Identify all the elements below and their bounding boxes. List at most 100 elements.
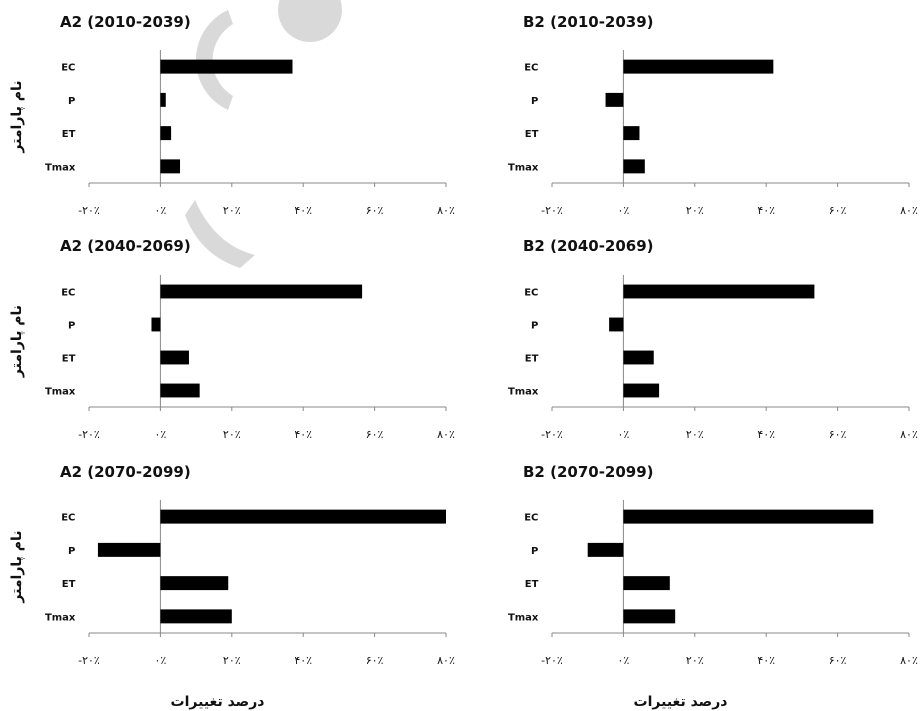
x-tick-label: ۴۰٪ [294,428,312,441]
bar-tmax [160,383,200,398]
category-label-tmax: Tmax [45,612,76,623]
chart-panel-b2-2010-2039: B2 (2010-2039) -۲۰٪ ۰٪ ۲۰٪ ۴۰٪ ۶۰٪ ۸۰٪ EC P ET Tma… [508,13,918,217]
panel-title: B2 (2070-2099) [523,463,654,481]
category-label-et: ET [62,579,76,590]
category-label-tmax: Tmax [508,387,539,398]
category-label-p: P [531,96,538,107]
panel-title: A2 (2070-2099) [60,463,191,481]
category-label-p: P [531,321,538,332]
x-tick-label: ۰٪ [617,654,629,667]
category-label-et: ET [525,354,539,365]
bar-ec [623,509,874,524]
x-tick-label: ۶۰٪ [829,428,847,441]
bar-tmax [160,159,181,174]
bar-ec [160,509,446,524]
panel-title: B2 (2010-2039) [523,13,654,31]
category-label-tmax: Tmax [45,162,76,173]
bar-et [623,126,640,141]
x-tick-label: ۸۰٪ [437,204,455,217]
panels-container: A2 (2010-2039) -۲۰٪ ۰٪ ۲۰٪ ۴۰٪ ۶۰٪ ۸۰٪ EC P ET Tma… [9,13,918,710]
x-tick-label: ۲۰٪ [223,654,241,667]
bar-ec [623,284,815,299]
category-label-tmax: Tmax [508,162,539,173]
category-label-ec: EC [61,513,75,524]
bar-ec [623,59,774,74]
x-tick-label: ۰٪ [617,204,629,217]
bar-et [160,126,172,141]
bar-tmax [623,383,660,398]
chart-panel-a2-2010-2039: A2 (2010-2039) -۲۰٪ ۰٪ ۲۰٪ ۴۰٪ ۶۰٪ ۸۰٪ EC P ET Tma… [9,13,455,217]
chart-panel-b2-2070-2099: B2 (2070-2099) -۲۰٪ ۰٪ ۲۰٪ ۴۰٪ ۶۰٪ ۸۰٪ EC P ET Tma… [508,463,918,710]
x-tick-label: ۲۰٪ [223,428,241,441]
panel-title: B2 (2040-2069) [523,237,654,255]
category-label-et: ET [62,354,76,365]
bar-tmax [160,609,232,624]
bar-p [587,542,624,557]
x-tick-label: ۴۰٪ [757,204,775,217]
bar-et [623,350,654,365]
category-label-ec: EC [524,288,538,299]
x-tick-label: ۸۰٪ [437,654,455,667]
watermark-arc-left [195,10,233,110]
x-tick-label: ۰٪ [154,204,166,217]
x-tick-label: ۴۰٪ [757,428,775,441]
bar-p [151,317,161,332]
bar-p [160,92,166,107]
x-tick-label: ۰٪ [154,428,166,441]
category-label-ec: EC [524,513,538,524]
category-label-p: P [68,546,75,557]
x-tick-label: -۲۰٪ [78,428,100,441]
bar-p [605,92,624,107]
bar-ec [160,284,363,299]
category-label-tmax: Tmax [45,387,76,398]
panel-title: A2 (2010-2039) [60,13,191,31]
bar-et [623,576,670,591]
category-label-ec: EC [61,63,75,74]
x-tick-label: -۲۰٪ [541,654,563,667]
y-axis-title: نام پارامتر [9,530,25,603]
x-tick-label: ۲۰٪ [686,654,704,667]
x-tick-label: ۰٪ [617,428,629,441]
chart-panel-a2-2040-2069: A2 (2040-2069) -۲۰٪ ۰٪ ۲۰٪ ۴۰٪ ۶۰٪ ۸۰٪ EC P ET Tma… [9,237,455,441]
x-axis-title: درصد تغییرات [171,694,265,710]
x-tick-label: -۲۰٪ [541,204,563,217]
x-tick-label: ۴۰٪ [294,654,312,667]
x-tick-label: ۴۰٪ [294,204,312,217]
x-tick-label: ۶۰٪ [829,654,847,667]
chart-panel-b2-2040-2069: B2 (2040-2069) -۲۰٪ ۰٪ ۲۰٪ ۴۰٪ ۶۰٪ ۸۰٪ EC P ET Tma… [508,237,918,441]
x-tick-label: ۰٪ [154,654,166,667]
x-tick-label: ۶۰٪ [829,204,847,217]
bar-ec [160,59,293,74]
watermark-circle [278,0,342,42]
watermark [185,0,342,268]
x-tick-label: ۸۰٪ [900,428,918,441]
x-tick-label: ۲۰٪ [223,204,241,217]
category-label-ec: EC [524,63,538,74]
category-label-p: P [68,321,75,332]
x-tick-label: ۸۰٪ [900,204,918,217]
x-axis-title: درصد تغییرات [634,694,728,710]
x-tick-label: -۲۰٪ [78,204,100,217]
x-tick-label: ۲۰٪ [686,204,704,217]
bar-et [160,350,189,365]
x-tick-label: ۶۰٪ [366,428,384,441]
x-tick-label: ۸۰٪ [900,654,918,667]
chart-panel-a2-2070-2099: A2 (2070-2099) -۲۰٪ ۰٪ ۲۰٪ ۴۰٪ ۶۰٪ ۸۰٪ EC P ET Tma… [9,463,455,710]
x-tick-label: ۶۰٪ [366,204,384,217]
category-label-tmax: Tmax [508,612,539,623]
bar-p [97,542,161,557]
watermark-blob [185,200,255,268]
panel-title: A2 (2040-2069) [60,237,191,255]
category-label-p: P [68,96,75,107]
y-axis-title: نام پارامتر [9,305,25,378]
x-tick-label: ۲۰٪ [686,428,704,441]
x-tick-label: -۲۰٪ [78,654,100,667]
x-tick-label: ۸۰٪ [437,428,455,441]
y-axis-title: نام پارامتر [9,80,25,153]
bar-et [160,576,229,591]
x-tick-label: -۲۰٪ [541,428,563,441]
category-label-et: ET [525,129,539,140]
category-label-ec: EC [61,288,75,299]
category-label-et: ET [525,579,539,590]
